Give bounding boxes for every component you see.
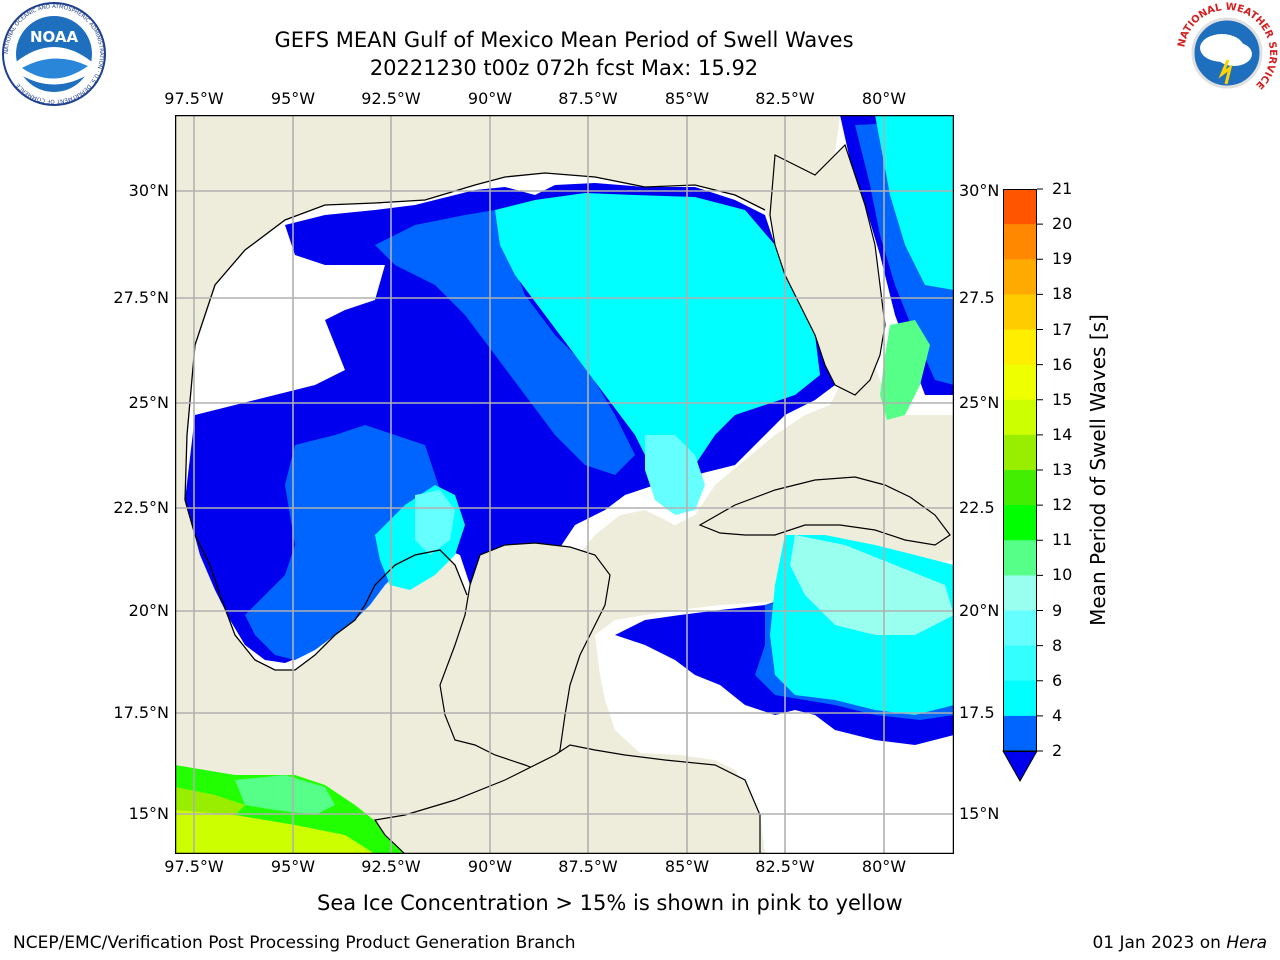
lon-label-bottom: 82.5°W bbox=[755, 857, 815, 876]
colorbar-bin bbox=[1003, 364, 1037, 401]
colorbar-tick-label: 9 bbox=[1052, 600, 1063, 620]
sea-ice-note: Sea Ice Concentration > 15% is shown in … bbox=[317, 891, 903, 915]
colorbar-tick-label: 20 bbox=[1052, 214, 1073, 234]
lat-label-left: 17.5°N bbox=[113, 703, 169, 722]
colorbar-bin bbox=[1003, 715, 1037, 752]
graticule bbox=[175, 115, 954, 854]
lat-label-right: 25°N bbox=[959, 393, 1000, 412]
lon-label-bottom: 87.5°W bbox=[558, 857, 618, 876]
lon-label-bottom: 80°W bbox=[861, 857, 907, 876]
colorbar-tick-label: 15 bbox=[1052, 389, 1073, 409]
noaa-logo: NOAA NATIONAL OCEANIC AND ATMOSPHERIC AD… bbox=[2, 2, 106, 106]
lon-label-top: 97.5°W bbox=[164, 89, 224, 108]
lon-label-bottom: 97.5°W bbox=[164, 857, 224, 876]
colorbar-tick-label: 12 bbox=[1052, 495, 1073, 515]
colorbar-bin bbox=[1003, 434, 1037, 471]
lat-label-left: 15°N bbox=[128, 804, 169, 823]
lat-label-right: 27.5 bbox=[959, 288, 995, 307]
mexico-coastline bbox=[184, 499, 468, 671]
colorbar-bin bbox=[1003, 259, 1037, 295]
colorbar-bin bbox=[1003, 399, 1037, 436]
lon-label-top: 95°W bbox=[270, 89, 316, 108]
gulf-coastline bbox=[184, 172, 766, 501]
colorbar-label: Mean Period of Swell Waves [s] bbox=[1086, 314, 1110, 626]
yucatan-land bbox=[439, 542, 611, 776]
footer-date: 01 Jan 2023 on Hera bbox=[1092, 933, 1267, 953]
colorbar-tick-label: 21 bbox=[1052, 179, 1073, 198]
lat-label-right: 17.5 bbox=[959, 703, 995, 722]
colorbar-bin bbox=[1003, 610, 1037, 647]
colorbar-bin bbox=[1003, 645, 1037, 682]
florida-land bbox=[769, 143, 886, 396]
footer-date-text: 01 Jan 2023 on bbox=[1092, 933, 1227, 953]
colorbar-tick-label: 6 bbox=[1052, 670, 1063, 690]
colorbar-bin bbox=[1003, 540, 1037, 576]
colorbar-tick-label: 10 bbox=[1052, 565, 1073, 585]
noaa-logo-text: NOAA bbox=[30, 28, 79, 46]
colorbar-bin bbox=[1003, 575, 1037, 612]
map-canvas bbox=[174, 114, 955, 855]
colorbar-tick-label: 13 bbox=[1052, 460, 1073, 479]
colorbar-bin bbox=[1003, 224, 1037, 260]
colorbar-bin bbox=[1003, 329, 1037, 366]
colorbar-tick-label: 2 bbox=[1052, 741, 1063, 760]
swell-lightcyan-gulf bbox=[645, 435, 705, 515]
swell-cyan-east-gulf bbox=[495, 193, 820, 485]
colorbar-tick-label: 4 bbox=[1052, 705, 1063, 725]
colorbar-bin bbox=[1003, 294, 1037, 331]
swell-cyan-atlantic bbox=[875, 115, 954, 290]
colorbar-bin bbox=[1003, 680, 1037, 717]
lon-label-top: 90°W bbox=[467, 89, 513, 108]
colorbar-tick-label: 14 bbox=[1052, 424, 1073, 444]
footer-credit: NCEP/EMC/Verification Post Processing Pr… bbox=[13, 933, 576, 953]
colorbar-tick-label: 8 bbox=[1052, 635, 1063, 655]
colorbar-tick-label: 18 bbox=[1052, 284, 1073, 304]
chart-title: GEFS MEAN Gulf of Mexico Mean Period of … bbox=[274, 28, 854, 52]
colorbar bbox=[1002, 188, 1043, 783]
lat-label-left: 25°N bbox=[128, 393, 169, 412]
lon-label-top: 82.5°W bbox=[755, 89, 815, 108]
lat-label-left: 20°N bbox=[128, 601, 169, 620]
lat-label-right: 30°N bbox=[959, 181, 1000, 200]
swell-lightcyan-west bbox=[415, 490, 455, 555]
lat-label-right: 22.5 bbox=[959, 498, 995, 517]
lon-label-bottom: 85°W bbox=[664, 857, 710, 876]
swell-pacific-yellowgreen bbox=[175, 805, 375, 854]
cuba-land bbox=[698, 476, 951, 546]
map-frame bbox=[174, 114, 955, 855]
lat-label-left: 22.5°N bbox=[113, 498, 169, 517]
swell-lightcyan-carib bbox=[790, 535, 954, 635]
swell-blue-west bbox=[245, 425, 445, 660]
lat-label-right: 20°N bbox=[959, 601, 1000, 620]
lon-label-bottom: 95°W bbox=[270, 857, 316, 876]
lon-label-bottom: 90°W bbox=[467, 857, 513, 876]
lon-label-top: 80°W bbox=[861, 89, 907, 108]
colorbar-tick-label: 16 bbox=[1052, 354, 1073, 374]
colorbar-bin bbox=[1003, 505, 1037, 541]
map-panel bbox=[174, 114, 955, 855]
lon-label-top: 92.5°W bbox=[361, 89, 421, 108]
swell-pacific-lightgreen bbox=[235, 775, 335, 815]
swell-green-straits bbox=[880, 320, 930, 420]
colorbar-svg bbox=[1002, 188, 1043, 783]
lat-label-right: 15°N bbox=[959, 804, 1000, 823]
central-america-land bbox=[373, 744, 761, 854]
colorbar-tick-label: 11 bbox=[1052, 530, 1073, 550]
footer-host: Hera bbox=[1226, 933, 1267, 953]
colorbar-outline bbox=[1003, 189, 1037, 752]
lat-label-left: 30°N bbox=[128, 181, 169, 200]
colorbar-bin bbox=[1003, 470, 1037, 506]
lat-label-left: 27.5°N bbox=[113, 288, 169, 307]
nws-logo: NATIONAL WEATHER SERVICE bbox=[1176, 2, 1278, 104]
lon-label-bottom: 92.5°W bbox=[361, 857, 421, 876]
colorbar-bin bbox=[1003, 189, 1037, 225]
lon-label-top: 85°W bbox=[664, 89, 710, 108]
chart-subtitle: 20221230 t00z 072h fcst Max: 15.92 bbox=[369, 56, 759, 80]
swell-blue-north bbox=[375, 210, 635, 475]
colorbar-tick-label: 17 bbox=[1052, 319, 1073, 339]
colorbar-tick-label: 19 bbox=[1052, 249, 1073, 269]
lon-label-top: 87.5°W bbox=[558, 89, 618, 108]
swell-pacific-lime bbox=[175, 787, 245, 815]
colorbar-extend bbox=[1002, 750, 1038, 783]
